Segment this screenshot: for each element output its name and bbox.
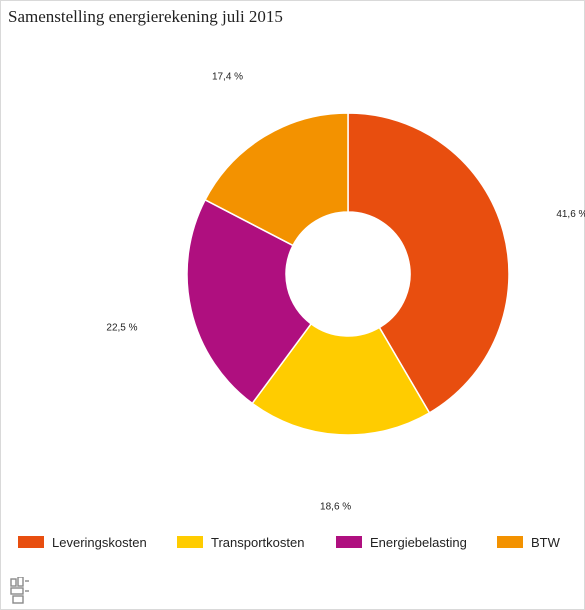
cbs-logo-icon [10,577,29,604]
data-label-leveringskosten: 41,6 % [556,209,585,220]
slices-group [186,112,510,436]
slice-energiebelasting [186,198,313,405]
data-labels-group: 41,6 % 18,6 % 22,5 % 17,4 % [106,72,585,513]
slice-leveringskosten [347,112,510,414]
legend-item-energiebelasting: Energiebelasting [336,531,467,553]
legend-label: Energiebelasting [370,534,467,550]
legend-item-leveringskosten: Leveringskosten [18,531,147,553]
legend-swatch [18,536,44,548]
slice-transportkosten [251,322,431,436]
legend: Leveringskosten Transportkosten Energieb… [0,531,585,553]
legend-label: Leveringskosten [52,534,147,550]
data-label-energiebelasting: 22,5 % [106,322,137,333]
slice-btw [204,112,349,247]
data-label-btw: 17,4 % [212,72,243,83]
data-label-transportkosten: 18,6 % [320,502,351,513]
legend-swatch [497,536,523,548]
legend-swatch [177,536,203,548]
legend-item-transportkosten: Transportkosten [177,531,304,553]
legend-item-btw: BTW [497,531,560,553]
legend-label: Transportkosten [211,534,305,550]
legend-swatch [336,536,362,548]
legend-label: BTW [531,534,560,550]
chart-title: Samenstelling energierekening juli 2015 [8,7,283,26]
